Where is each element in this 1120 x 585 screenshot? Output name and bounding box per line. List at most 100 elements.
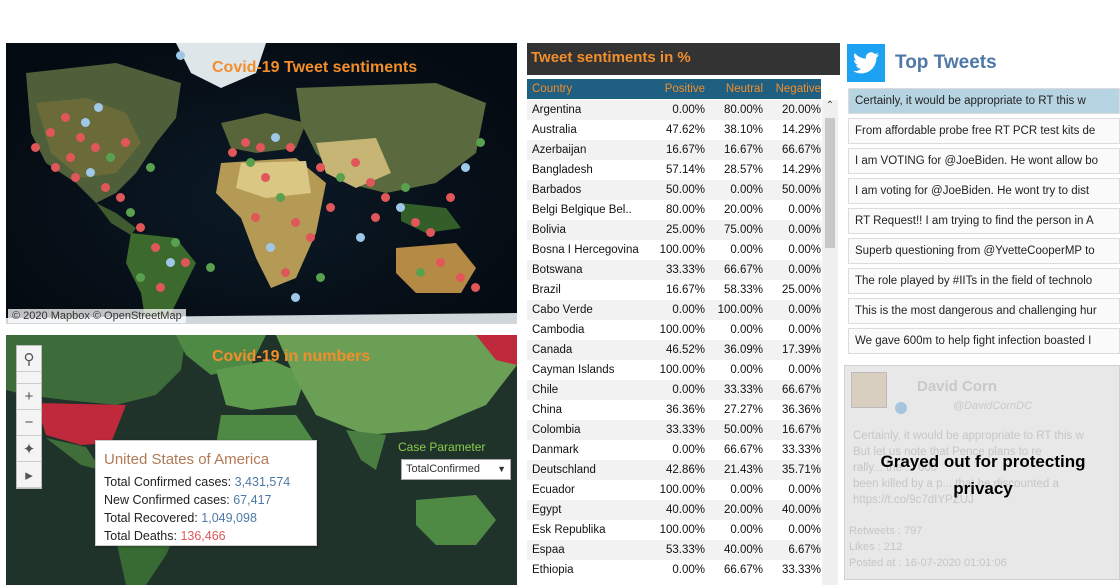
tweet-location-dot[interactable] <box>81 118 90 127</box>
table-row[interactable]: Argentina 0.00% 80.00% 20.00% <box>527 100 821 120</box>
tweet-location-dot[interactable] <box>261 173 270 182</box>
tweet-location-dot[interactable] <box>101 183 110 192</box>
table-row[interactable]: Australia 47.62% 38.10% 14.29% <box>527 120 821 140</box>
tweet-location-dot[interactable] <box>461 163 470 172</box>
tweet-location-dot[interactable] <box>411 218 420 227</box>
tweet-location-dot[interactable] <box>396 203 405 212</box>
sentiment-map[interactable]: Covid-19 Tweet sentiments © 2020 Mapbox … <box>6 43 517 324</box>
tweet-location-dot[interactable] <box>286 143 295 152</box>
tweet-location-dot[interactable] <box>146 163 155 172</box>
tweet-location-dot[interactable] <box>446 193 455 202</box>
tweet-location-dot[interactable] <box>171 238 180 247</box>
tweet-list-item[interactable]: From affordable probe free RT PCR test k… <box>848 118 1120 144</box>
table-row[interactable]: Botswana 33.33% 66.67% 0.00% <box>527 260 821 280</box>
table-row[interactable]: Bosna I Hercegovina 100.00% 0.00% 0.00% <box>527 240 821 260</box>
tweet-location-dot[interactable] <box>471 283 480 292</box>
tweet-location-dot[interactable] <box>276 193 285 202</box>
cases-map[interactable]: ⚲ + − ✦ ▸ Covid-19 in numbers Case Param… <box>6 335 517 585</box>
tweet-list-item[interactable]: This is the most dangerous and challengi… <box>848 298 1120 324</box>
table-row[interactable]: Egypt 40.00% 20.00% 40.00% <box>527 500 821 520</box>
tweet-location-dot[interactable] <box>66 153 75 162</box>
tweet-location-dot[interactable] <box>256 143 265 152</box>
search-icon[interactable]: ⚲ <box>17 346 41 372</box>
table-row[interactable]: China 36.36% 27.27% 36.36% <box>527 400 821 420</box>
tweet-location-dot[interactable] <box>61 113 70 122</box>
tweet-location-dot[interactable] <box>371 213 380 222</box>
table-row[interactable]: Colombia 33.33% 50.00% 16.67% <box>527 420 821 440</box>
column-neutral[interactable]: Neutral <box>725 83 763 95</box>
tweet-location-dot[interactable] <box>121 138 130 147</box>
tweet-location-dot[interactable] <box>306 233 315 242</box>
tweet-location-dot[interactable] <box>71 173 80 182</box>
tweet-location-dot[interactable] <box>91 143 100 152</box>
map-attribution[interactable]: © 2020 Mapbox © OpenStreetMap <box>8 309 186 323</box>
tweet-location-dot[interactable] <box>266 243 275 252</box>
pin-map-icon[interactable]: ✦ <box>17 436 41 462</box>
tweet-location-dot[interactable] <box>291 293 300 302</box>
tweet-list-item[interactable]: Superb questioning from @YvetteCooperMP … <box>848 238 1120 264</box>
table-scrollbar[interactable]: ⌃ <box>822 100 838 585</box>
tweet-location-dot[interactable] <box>166 258 175 267</box>
tweet-location-dot[interactable] <box>151 243 160 252</box>
table-row[interactable]: Ecuador 100.00% 0.00% 0.00% <box>527 480 821 500</box>
expand-toolbar-icon[interactable]: ▸ <box>17 462 41 488</box>
table-row[interactable]: Chile 0.00% 33.33% 66.67% <box>527 380 821 400</box>
table-row[interactable]: Canada 46.52% 36.09% 17.39% <box>527 340 821 360</box>
table-row[interactable]: Esk Republika 100.00% 0.00% 0.00% <box>527 520 821 540</box>
tweet-location-dot[interactable] <box>51 163 60 172</box>
tweet-location-dot[interactable] <box>271 133 280 142</box>
tweet-location-dot[interactable] <box>426 228 435 237</box>
tweet-location-dot[interactable] <box>76 133 85 142</box>
tweet-list-item[interactable]: The role played by #IITs in the field of… <box>848 268 1120 294</box>
tweet-location-dot[interactable] <box>181 258 190 267</box>
tweet-location-dot[interactable] <box>31 143 40 152</box>
tweet-location-dot[interactable] <box>126 208 135 217</box>
tweet-location-dot[interactable] <box>136 223 145 232</box>
tweet-location-dot[interactable] <box>116 193 125 202</box>
tweet-location-dot[interactable] <box>206 263 215 272</box>
table-row[interactable]: Brazil 16.67% 58.33% 25.00% <box>527 280 821 300</box>
tweet-location-dot[interactable] <box>251 213 260 222</box>
tweet-location-dot[interactable] <box>246 158 255 167</box>
tweet-location-dot[interactable] <box>326 203 335 212</box>
tweet-location-dot[interactable] <box>366 178 375 187</box>
tweet-list-item[interactable]: RT Request!! I am trying to find the per… <box>848 208 1120 234</box>
tweet-location-dot[interactable] <box>281 268 290 277</box>
zoom-in-icon[interactable]: + <box>17 384 41 410</box>
scroll-thumb[interactable] <box>825 118 835 248</box>
tweet-location-dot[interactable] <box>241 138 250 147</box>
tweet-list-item[interactable]: Certainly, it would be appropriate to RT… <box>848 88 1120 114</box>
tweet-location-dot[interactable] <box>176 51 185 60</box>
tweet-link[interactable]: https://t.co/9c7dIYPZUJ <box>853 494 974 506</box>
tweet-location-dot[interactable] <box>316 163 325 172</box>
tweet-location-dot[interactable] <box>456 273 465 282</box>
table-row[interactable]: Azerbaijan 16.67% 16.67% 66.67% <box>527 140 821 160</box>
table-row[interactable]: Cayman Islands 100.00% 0.00% 0.00% <box>527 360 821 380</box>
tweet-list-item[interactable]: We gave 600m to help fight infection boa… <box>848 328 1120 354</box>
tweet-location-dot[interactable] <box>381 193 390 202</box>
tweet-location-dot[interactable] <box>86 168 95 177</box>
table-row[interactable]: Danmark 0.00% 66.67% 33.33% <box>527 440 821 460</box>
tweet-location-dot[interactable] <box>94 103 103 112</box>
tweet-list-item[interactable]: I am VOTING for @JoeBiden. He wont allow… <box>848 148 1120 174</box>
tweet-location-dot[interactable] <box>156 283 165 292</box>
tweet-location-dot[interactable] <box>46 128 55 137</box>
table-row[interactable]: Bangladesh 57.14% 28.57% 14.29% <box>527 160 821 180</box>
tweet-location-dot[interactable] <box>356 233 365 242</box>
table-row[interactable]: Bolivia 25.00% 75.00% 0.00% <box>527 220 821 240</box>
table-row[interactable]: Cabo Verde 0.00% 100.00% 0.00% <box>527 300 821 320</box>
table-row[interactable]: Barbados 50.00% 0.00% 50.00% <box>527 180 821 200</box>
column-negative[interactable]: Negative <box>775 83 821 95</box>
scroll-up-icon[interactable]: ⌃ <box>825 100 835 111</box>
tweet-list-item[interactable]: I am voting for @JoeBiden. He wont try t… <box>848 178 1120 204</box>
tweet-location-dot[interactable] <box>291 218 300 227</box>
zoom-out-icon[interactable]: − <box>17 410 41 436</box>
table-row[interactable]: Espaa 53.33% 40.00% 6.67% <box>527 540 821 560</box>
column-positive[interactable]: Positive <box>664 83 705 95</box>
case-parameter-select[interactable]: TotalConfirmed ▼ <box>401 459 511 480</box>
column-country[interactable]: Country <box>532 83 573 95</box>
table-row[interactable]: Cambodia 100.00% 0.00% 0.00% <box>527 320 821 340</box>
tweet-location-dot[interactable] <box>228 148 237 157</box>
tweet-location-dot[interactable] <box>476 138 485 147</box>
tweet-location-dot[interactable] <box>136 273 145 282</box>
